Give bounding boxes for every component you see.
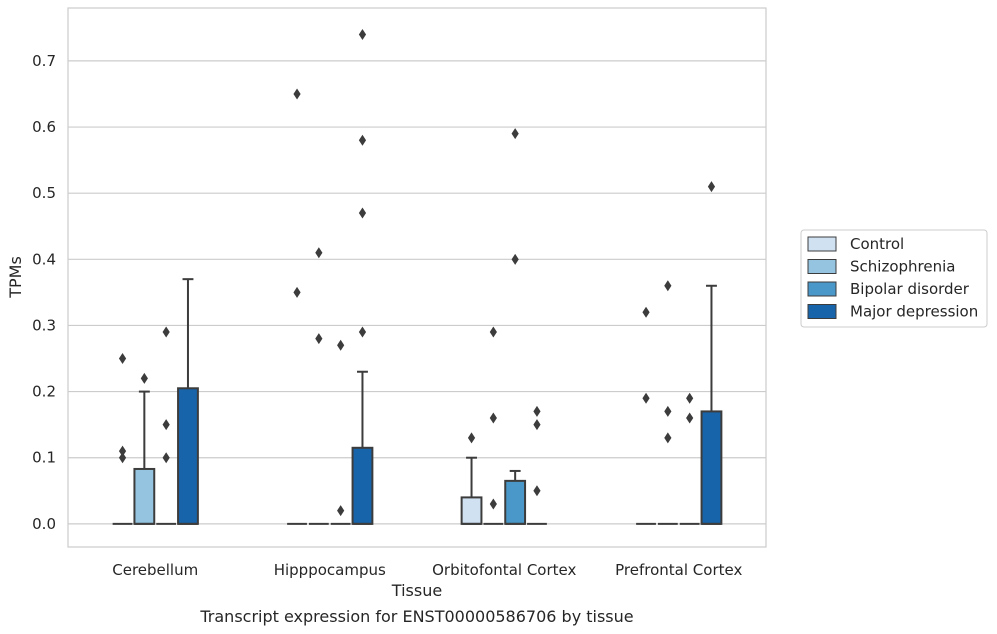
x-axis-title: Tissue bbox=[391, 581, 442, 600]
outlier-point bbox=[358, 207, 367, 219]
legend-swatch bbox=[807, 259, 837, 274]
x-tick-label: Cerebellum bbox=[112, 561, 198, 579]
box-0-3 bbox=[177, 278, 199, 525]
legend-label: Bipolar disorder bbox=[850, 280, 970, 298]
outlier-point bbox=[533, 419, 541, 431]
box-1-0 bbox=[287, 88, 307, 525]
box-3-1 bbox=[657, 280, 678, 525]
box-2-2 bbox=[504, 128, 527, 525]
y-axis-title: TPMs bbox=[6, 256, 25, 299]
y-tick-label: 0.0 bbox=[32, 515, 56, 533]
outlier-point bbox=[511, 128, 519, 140]
y-tick-label: 0.6 bbox=[32, 118, 56, 136]
box-0-0 bbox=[112, 353, 133, 525]
outlier-point bbox=[489, 412, 497, 424]
x-tick-label: Hipppocampus bbox=[274, 561, 386, 579]
outlier-point bbox=[162, 326, 170, 338]
outlier-point bbox=[467, 432, 476, 444]
legend-swatch bbox=[807, 236, 837, 252]
legend-label: Schizophrenia bbox=[850, 258, 955, 276]
box-1-3 bbox=[351, 28, 374, 525]
box-2-3 bbox=[527, 405, 547, 525]
outlier-point bbox=[140, 372, 148, 384]
legend-label: Control bbox=[850, 235, 904, 253]
outlier-point bbox=[664, 432, 672, 444]
outlier-point bbox=[533, 405, 541, 417]
outlier-point bbox=[686, 392, 694, 404]
box-3-0 bbox=[636, 306, 656, 525]
outlier-point bbox=[118, 445, 127, 457]
box-1-2 bbox=[330, 339, 351, 525]
y-tick-label: 0.5 bbox=[32, 184, 56, 202]
outlier-point bbox=[315, 333, 323, 345]
legend-swatch bbox=[807, 304, 837, 319]
outlier-point bbox=[293, 88, 301, 100]
outlier-point bbox=[707, 181, 716, 193]
outlier-point bbox=[664, 405, 672, 417]
legend-label: Major depression bbox=[850, 303, 978, 321]
outlier-point bbox=[642, 306, 650, 318]
y-tick-label: 0.7 bbox=[32, 52, 56, 70]
plot-frame bbox=[67, 7, 767, 548]
y-tick-label: 0.1 bbox=[32, 449, 56, 467]
outlier-point bbox=[162, 419, 170, 431]
box-1-1 bbox=[308, 247, 329, 525]
outlier-point bbox=[686, 412, 694, 424]
outlier-point bbox=[358, 326, 367, 338]
outlier-point bbox=[358, 134, 367, 146]
box-3-2 bbox=[679, 392, 700, 525]
outlier-point bbox=[489, 326, 497, 338]
legend: Control Schizophrenia Bipolar disorder Majo… bbox=[800, 229, 988, 328]
outlier-point bbox=[489, 498, 497, 510]
box-0-1 bbox=[133, 372, 156, 525]
box-body bbox=[351, 446, 374, 525]
legend-frame bbox=[800, 229, 988, 328]
box-body bbox=[177, 387, 199, 525]
outlier-point bbox=[293, 286, 301, 298]
y-tick-label: 0.3 bbox=[32, 316, 56, 334]
outlier-point bbox=[642, 392, 650, 404]
box-0-2 bbox=[156, 326, 177, 525]
outlier-point bbox=[315, 247, 323, 259]
outlier-point bbox=[118, 353, 127, 365]
box-3-3 bbox=[700, 181, 723, 525]
outlier-point bbox=[358, 28, 367, 40]
outlier-point bbox=[118, 452, 127, 464]
outlier-point bbox=[162, 452, 170, 464]
outlier-point bbox=[337, 339, 345, 351]
box-2-0 bbox=[460, 432, 483, 525]
legend-swatch bbox=[807, 281, 837, 297]
y-tick-labels: 0.0 0.1 0.2 0.3 0.4 0.5 0.6 0.7 bbox=[32, 52, 56, 533]
outlier-point bbox=[664, 280, 672, 292]
box-2-1 bbox=[483, 326, 504, 525]
box-body bbox=[700, 410, 723, 525]
box-body bbox=[504, 479, 527, 525]
outlier-point bbox=[511, 253, 519, 265]
box-groups bbox=[112, 28, 723, 525]
outlier-point bbox=[337, 505, 345, 517]
box-body bbox=[460, 496, 483, 525]
x-tick-labels: Cerebellum Hipppocampus Orbitofontal Corte… bbox=[112, 561, 742, 579]
outlier-point bbox=[533, 485, 541, 497]
y-tick-label: 0.4 bbox=[32, 250, 56, 268]
box-body bbox=[133, 467, 156, 525]
chart-caption: Transcript expression for ENST0000058670… bbox=[199, 607, 633, 626]
x-tick-label: Orbitofontal Cortex bbox=[432, 561, 576, 579]
y-tick-label: 0.2 bbox=[32, 383, 56, 401]
x-tick-label: Prefrontal Cortex bbox=[615, 561, 742, 579]
grid-lines bbox=[68, 60, 766, 525]
